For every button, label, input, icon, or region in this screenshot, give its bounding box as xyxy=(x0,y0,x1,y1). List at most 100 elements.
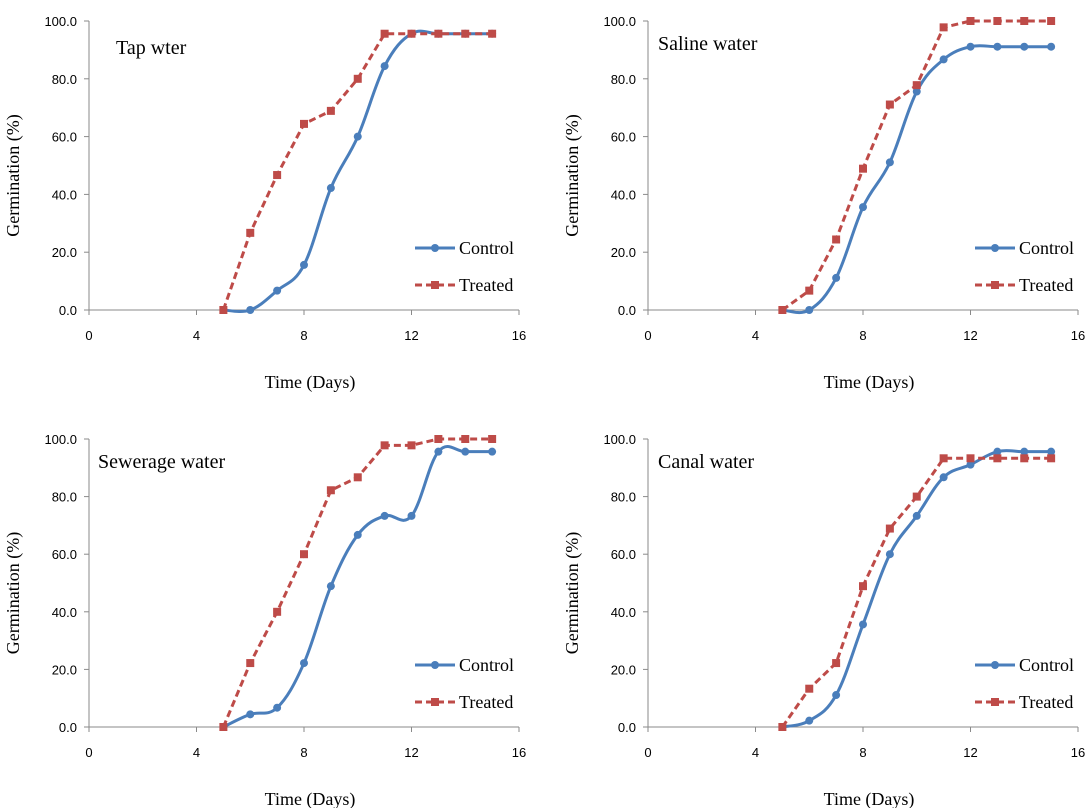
treated-point xyxy=(434,29,443,38)
y-tick-label: 80.0 xyxy=(611,490,636,505)
legend-swatch-marker xyxy=(991,281,999,289)
legend-treated: Treated xyxy=(975,275,1073,295)
y-tick-label: 80.0 xyxy=(52,490,77,505)
treated-point xyxy=(1020,454,1029,463)
legend-label: Treated xyxy=(459,275,513,295)
x-tick-label: 8 xyxy=(300,745,307,760)
legend-label: Control xyxy=(1019,238,1074,258)
treated-point xyxy=(380,441,389,450)
panel-title: Sewerage water xyxy=(98,451,225,473)
x-tick-label: 12 xyxy=(963,745,977,760)
legend-label: Control xyxy=(1019,655,1074,675)
legend-treated: Treated xyxy=(975,692,1073,712)
legend-swatch-marker xyxy=(431,698,439,706)
treated-point xyxy=(805,684,814,693)
treated-point xyxy=(461,435,470,443)
treated-point xyxy=(832,235,841,244)
series-control xyxy=(219,29,497,314)
treated-point xyxy=(273,171,282,180)
y-tick-label: 40.0 xyxy=(52,187,77,202)
control-point xyxy=(246,710,255,719)
y-tick-label: 0.0 xyxy=(618,303,636,318)
control-point xyxy=(993,42,1002,51)
treated-point xyxy=(778,306,787,314)
legend-swatch-marker xyxy=(991,661,999,669)
control-point xyxy=(966,460,975,469)
x-tick-label: 4 xyxy=(752,328,759,343)
series-control xyxy=(219,445,497,731)
y-tick-label: 40.0 xyxy=(611,187,636,202)
treated-point xyxy=(353,473,362,482)
control-point xyxy=(1047,42,1056,51)
chart-panel-4: 0.0 20.0 40.0 60.0 80.0 100.0 0 4 8 12 16 Time (Day… xyxy=(562,432,1085,808)
legend-swatch-marker xyxy=(431,661,439,669)
treated-point xyxy=(246,228,255,237)
control-point xyxy=(1020,447,1029,456)
legend-treated: Treated xyxy=(415,275,513,295)
y-tick-label: 40.0 xyxy=(52,605,77,620)
treated-point xyxy=(1047,17,1056,25)
x-tick-label: 4 xyxy=(752,745,759,760)
x-tick-label: 4 xyxy=(193,328,200,343)
treated-point xyxy=(1047,454,1056,463)
series-treated xyxy=(778,454,1056,731)
control-point xyxy=(939,55,948,64)
treated-point xyxy=(912,81,921,90)
treated-point xyxy=(939,454,948,463)
control-point xyxy=(434,447,443,456)
x-tick-label: 0 xyxy=(644,745,651,760)
x-tick-label: 16 xyxy=(512,745,526,760)
legend-control: Control xyxy=(415,655,514,675)
treated-point xyxy=(912,492,921,501)
x-tick-label: 0 xyxy=(644,328,651,343)
control-line xyxy=(223,29,493,314)
x-axis-title: Time (Days) xyxy=(824,372,915,393)
legend-label: Control xyxy=(459,238,514,258)
control-point xyxy=(885,550,894,559)
y-tick-label: 20.0 xyxy=(52,245,77,260)
control-line xyxy=(222,445,493,729)
control-point xyxy=(832,691,841,700)
chart-panel-1: 0.0 20.0 40.0 60.0 80.0 100.0 0 4 8 12 16 Time (Day… xyxy=(3,14,526,393)
treated-point xyxy=(273,607,282,616)
control-point xyxy=(380,511,389,520)
legend-label: Treated xyxy=(1019,275,1073,295)
x-tick-label: 8 xyxy=(859,328,866,343)
control-point xyxy=(488,447,497,456)
treated-point xyxy=(832,659,841,668)
control-point xyxy=(273,703,282,712)
series-treated xyxy=(778,17,1056,314)
control-point xyxy=(380,62,389,71)
x-tick-label: 0 xyxy=(85,328,92,343)
treated-point xyxy=(993,17,1002,25)
control-point xyxy=(832,273,841,282)
treated-point xyxy=(407,29,416,38)
control-point xyxy=(353,132,362,141)
x-axis-title: Time (Days) xyxy=(824,789,915,808)
control-point xyxy=(407,511,416,520)
treated-point xyxy=(434,435,443,443)
control-point xyxy=(353,530,362,539)
treated-point xyxy=(1020,17,1029,25)
y-tick-label: 60.0 xyxy=(611,547,636,562)
control-point xyxy=(246,306,255,314)
control-point xyxy=(326,184,335,193)
x-tick-label: 16 xyxy=(512,328,526,343)
treated-point xyxy=(966,17,975,25)
treated-point xyxy=(885,524,894,533)
control-point xyxy=(326,582,335,591)
treated-point xyxy=(326,106,335,115)
treated-point xyxy=(488,435,497,443)
control-point xyxy=(461,447,470,456)
legend-swatch-marker xyxy=(431,244,439,252)
legend-label: Treated xyxy=(1019,692,1073,712)
y-axis-title: Germination (%) xyxy=(562,532,583,654)
treated-point xyxy=(805,286,814,295)
y-tick-label: 20.0 xyxy=(611,662,636,677)
treated-point xyxy=(859,164,867,173)
control-point xyxy=(300,260,308,269)
control-point xyxy=(859,203,867,212)
treated-line xyxy=(221,437,493,728)
treated-point xyxy=(219,306,228,314)
treated-point xyxy=(966,454,975,463)
